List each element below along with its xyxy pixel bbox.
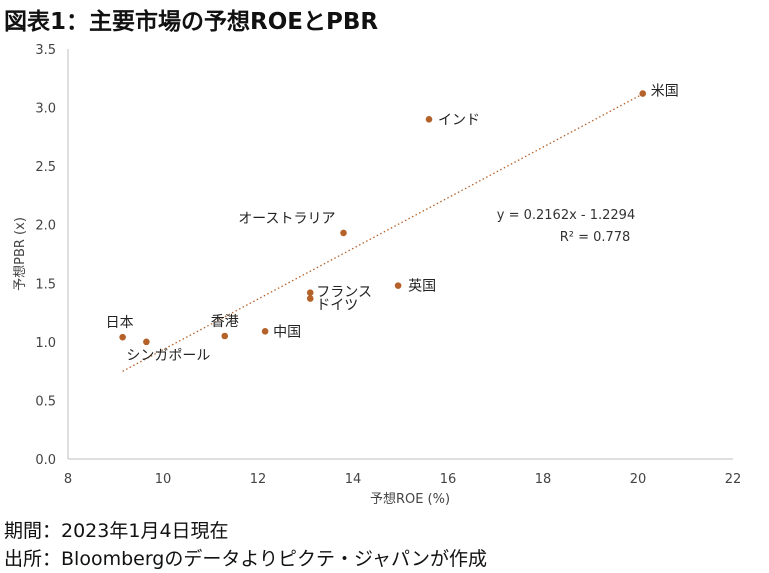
data-point bbox=[221, 332, 229, 340]
footer-source: 出所：Bloombergのデータよりピクテ・ジャパンが作成 bbox=[4, 548, 487, 570]
trendline-equation: y = 0.2162x - 1.2294 bbox=[497, 208, 635, 223]
y-tick-label: 2.5 bbox=[35, 160, 56, 175]
x-tick-label: 12 bbox=[250, 472, 267, 487]
data-label: ドイツ bbox=[316, 298, 358, 314]
data-points bbox=[119, 90, 647, 346]
y-tick-label: 0.0 bbox=[35, 453, 56, 468]
x-tick-label: 18 bbox=[535, 472, 552, 487]
data-label: 香港 bbox=[211, 314, 239, 330]
x-tick-label: 22 bbox=[725, 472, 742, 487]
y-tick-label: 3.0 bbox=[35, 102, 56, 117]
axis-ticks: 8 10 12 14 16 18 20 22 0.0 0.5 1.0 1.5 2.0 2.5 3.0 3.5 bbox=[35, 43, 741, 487]
data-point bbox=[639, 90, 647, 97]
data-point bbox=[306, 295, 314, 302]
x-tick-label: 10 bbox=[155, 472, 172, 487]
y-tick-label: 0.5 bbox=[35, 394, 56, 409]
data-label: 米国 bbox=[651, 84, 679, 100]
data-point bbox=[425, 115, 433, 123]
data-label: 日本 bbox=[106, 315, 134, 331]
data-point bbox=[119, 333, 126, 341]
data-label: 英国 bbox=[408, 278, 436, 295]
y-tick-label: 1.5 bbox=[35, 277, 56, 292]
x-tick-label: 8 bbox=[64, 472, 72, 487]
data-point bbox=[306, 289, 314, 296]
chart-title: 図表1：主要市場の予想ROEとPBR bbox=[4, 9, 379, 35]
x-axis-label: 予想ROE (%) bbox=[370, 491, 450, 507]
data-label: オーストラリア bbox=[238, 211, 335, 227]
data-label: フランス bbox=[316, 285, 372, 301]
data-point bbox=[340, 229, 347, 237]
data-label: インド bbox=[438, 112, 480, 128]
y-tick-label: 1.0 bbox=[35, 336, 56, 351]
x-tick-label: 14 bbox=[345, 472, 362, 487]
data-point bbox=[394, 282, 402, 289]
data-label: 中国 bbox=[273, 324, 301, 340]
trendline-r2: R² = 0.778 bbox=[560, 230, 631, 245]
footer-period: 期間：2023年1月4日現在 bbox=[4, 520, 229, 542]
x-tick-label: 16 bbox=[440, 472, 457, 487]
data-label: シンガポール bbox=[126, 348, 210, 364]
y-tick-label: 2.0 bbox=[35, 219, 56, 234]
y-tick-label: 3.5 bbox=[35, 43, 56, 58]
x-tick-label: 20 bbox=[630, 472, 647, 487]
data-point bbox=[261, 328, 269, 335]
data-point bbox=[143, 338, 150, 346]
y-axis-label: 予想PBR (x) bbox=[12, 217, 28, 291]
